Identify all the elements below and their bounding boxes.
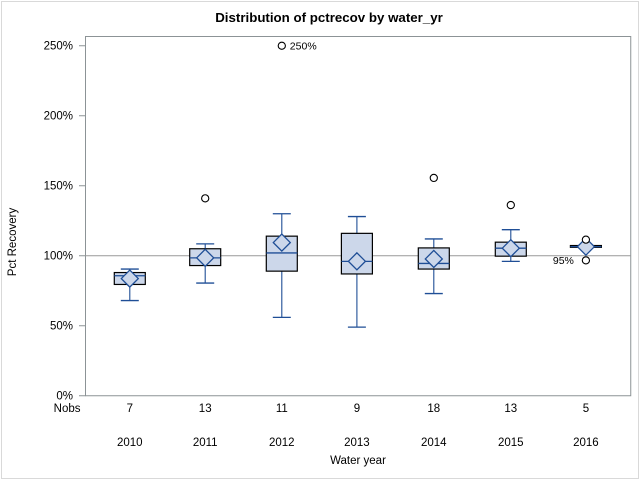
svg-text:2013: 2013: [344, 437, 370, 449]
svg-text:2016: 2016: [573, 437, 599, 449]
svg-text:5: 5: [583, 403, 589, 415]
svg-text:2010: 2010: [117, 437, 143, 449]
svg-text:13: 13: [504, 403, 517, 415]
svg-text:200%: 200%: [44, 111, 73, 123]
svg-text:Water year: Water year: [330, 455, 386, 467]
svg-text:2012: 2012: [269, 437, 295, 449]
svg-text:2014: 2014: [421, 437, 447, 449]
svg-text:50%: 50%: [50, 321, 73, 333]
svg-text:Distribution of pctrecov by wa: Distribution of pctrecov by water_yr: [215, 10, 443, 25]
svg-text:100%: 100%: [44, 251, 73, 263]
svg-text:9: 9: [354, 403, 360, 415]
svg-text:95%: 95%: [553, 255, 574, 267]
svg-text:13: 13: [199, 403, 212, 415]
svg-text:7: 7: [127, 403, 133, 415]
svg-text:2015: 2015: [498, 437, 524, 449]
svg-text:250%: 250%: [44, 41, 73, 53]
svg-text:Pct Recovery: Pct Recovery: [7, 208, 19, 277]
svg-text:0%: 0%: [56, 391, 73, 403]
svg-text:150%: 150%: [44, 181, 73, 193]
svg-text:18: 18: [427, 403, 440, 415]
svg-text:2011: 2011: [193, 437, 218, 449]
svg-text:11: 11: [276, 403, 288, 415]
svg-text:250%: 250%: [290, 40, 317, 52]
svg-text:Nobs: Nobs: [54, 403, 81, 415]
